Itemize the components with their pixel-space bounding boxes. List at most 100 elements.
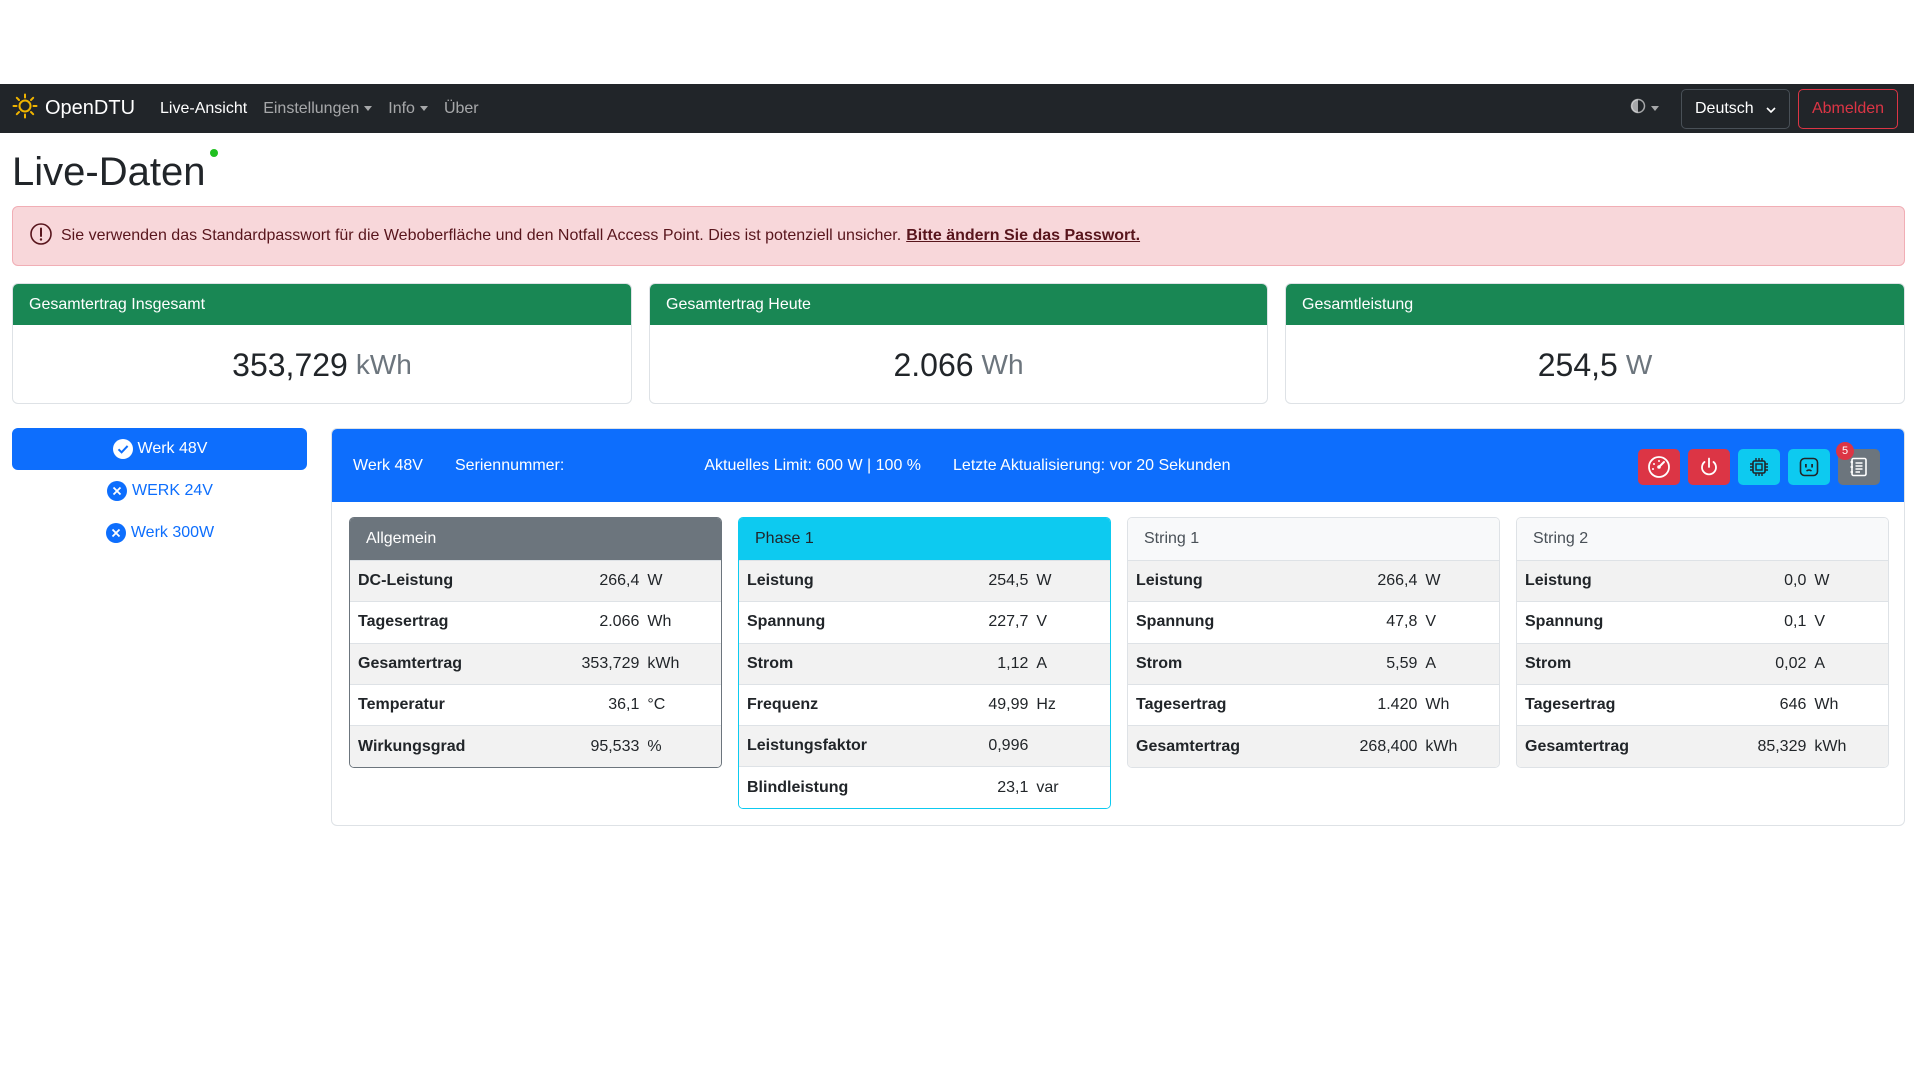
nav-live-view-label: Live-Ansicht (160, 99, 248, 117)
connection-status-dot (210, 149, 218, 157)
row-label: Leistungsfaktor (739, 725, 932, 767)
table-row: Leistung 0,0 W (1517, 559, 1888, 602)
table-row: Spannung 227,7 V (739, 601, 1110, 644)
row-unit: A (1417, 642, 1499, 685)
current-limit: Aktuelles Limit: 600 W | 100 % (704, 456, 922, 474)
table-row: DC-Leistung 266,4 W (350, 559, 721, 602)
stat-unit: W (1625, 349, 1653, 380)
outlet-icon (1799, 457, 1819, 477)
table-row: Tagesertrag 1.420 Wh (1128, 683, 1499, 726)
page-title: Live-Daten (12, 150, 206, 194)
row-unit: W (639, 559, 721, 602)
inverter-header-name: Werk 48V (353, 456, 423, 474)
row-value: 646 (1709, 683, 1807, 726)
row-label: Leistung (1517, 559, 1710, 602)
row-unit: kWh (639, 642, 721, 685)
power-icon (1701, 457, 1717, 476)
nav-links: Live-Ansicht Einstellungen Info Über (160, 100, 495, 118)
table-row: Leistungsfaktor 0,996 (739, 725, 1110, 767)
change-password-link[interactable]: Bitte ändern Sie das Passwort. (906, 227, 1141, 244)
chevron-down-icon (1765, 103, 1777, 121)
row-value: 47,8 (1320, 601, 1418, 644)
nav-live-view[interactable]: Live-Ansicht (160, 100, 247, 118)
row-label: Frequenz (739, 683, 932, 726)
row-value: 0,02 (1709, 642, 1807, 685)
device-info-button[interactable] (1738, 449, 1780, 485)
row-value: 227,7 (931, 601, 1029, 644)
row-value: 0,996 (931, 725, 1029, 767)
nav-about-label: Über (443, 99, 479, 117)
row-value: 23,1 (931, 766, 1029, 808)
row-unit: °C (639, 683, 721, 726)
panel-title: String 2 (1517, 518, 1888, 560)
row-value: 268,400 (1320, 725, 1418, 767)
row-label: Spannung (1517, 601, 1710, 644)
panel-table: DC-Leistung 266,4 W Tagesertrag 2.066 Wh Gesam… (350, 559, 721, 767)
row-label: Spannung (739, 601, 932, 644)
row-value: 353,729 (542, 642, 640, 685)
panel-title: String 1 (1128, 518, 1499, 560)
warning-circle-icon (29, 222, 53, 251)
alert-text: Sie verwenden das Standardpasswort für d… (61, 227, 902, 244)
nav-settings-dropdown[interactable]: Einstellungen (263, 99, 373, 118)
nav-settings-label: Einstellungen (263, 99, 360, 117)
sun-icon (12, 93, 38, 124)
inverter-name: WERK 24V (132, 482, 213, 499)
logout-button[interactable]: Abmelden (1798, 88, 1898, 129)
row-value: 1,12 (931, 642, 1029, 685)
inverter-tab-werk-24v[interactable]: WERK 24V (12, 470, 307, 512)
row-unit: A (1806, 642, 1888, 685)
stat-unit: Wh (981, 349, 1024, 380)
row-value: 85,329 (1709, 725, 1807, 767)
row-unit: V (1028, 601, 1110, 644)
row-label: DC-Leistung (350, 559, 543, 602)
row-value: 5,59 (1320, 642, 1418, 685)
cpu-icon (1750, 458, 1768, 476)
theme-toggle[interactable] (1630, 98, 1659, 119)
row-value: 0,0 (1709, 559, 1807, 602)
row-label: Leistung (739, 559, 932, 602)
row-unit: % (639, 725, 721, 767)
table-row: Leistung 266,4 W (1128, 559, 1499, 602)
panel-string-2: String 2 Leistung 0,0 W Spannung 0,1 V Strom 0,… (1516, 517, 1889, 768)
nav-about[interactable]: Über (444, 100, 479, 118)
table-row: Blindleistung 23,1 var (739, 766, 1110, 808)
inverter-tab-werk-48v[interactable]: Werk 48V (12, 428, 307, 470)
grid-profile-button[interactable] (1788, 449, 1830, 485)
stat-unit: kWh (355, 349, 412, 380)
row-value: 95,533 (542, 725, 640, 767)
stat-card-today-yield: Gesamtertrag Heute 2.066 Wh (649, 283, 1268, 404)
table-row: Tagesertrag 2.066 Wh (350, 601, 721, 644)
row-value: 0,1 (1709, 601, 1807, 644)
language-select[interactable]: Deutsch (1681, 88, 1790, 129)
limit-settings-button[interactable] (1638, 449, 1680, 485)
inverter-tab-werk-300w[interactable]: Werk 300W (12, 512, 307, 554)
power-control-button[interactable] (1688, 449, 1730, 485)
stat-title: Gesamtertrag Insgesamt (13, 284, 631, 325)
inverter-detail-card: Werk 48V Seriennummer: Aktuelles Limit: … (331, 428, 1905, 826)
inverter-action-buttons: 5 (1630, 442, 1880, 485)
row-label: Gesamtertrag (1128, 725, 1321, 767)
row-label: Temperatur (350, 683, 543, 726)
caret-down-icon (1651, 106, 1659, 111)
row-label: Leistung (1128, 559, 1321, 602)
row-value: 36,1 (542, 683, 640, 726)
row-unit: var (1028, 766, 1110, 808)
brand[interactable]: OpenDTU (12, 93, 135, 124)
contrast-icon (1630, 98, 1646, 119)
row-unit: Wh (1806, 683, 1888, 726)
caret-down-icon (419, 106, 428, 111)
inverter-list: Werk 48V WERK 24V Werk 300W (12, 428, 307, 554)
nav-info-dropdown[interactable]: Info (388, 100, 428, 118)
row-value: 254,5 (931, 559, 1029, 602)
panel-phase-1: Phase 1 Leistung 254,5 W Spannung 227,7 V Stro… (738, 517, 1111, 809)
stat-title: Gesamtleistung (1286, 284, 1904, 325)
stat-card-total-yield: Gesamtertrag Insgesamt 353,729 kWh (12, 283, 632, 404)
event-log-button[interactable]: 5 (1836, 442, 1880, 485)
nav-info-label: Info (388, 99, 415, 117)
row-unit: kWh (1806, 725, 1888, 767)
row-label: Gesamtertrag (350, 642, 543, 685)
table-row: Tagesertrag 646 Wh (1517, 683, 1888, 726)
row-value: 266,4 (542, 559, 640, 602)
check-circle-icon (112, 439, 133, 459)
